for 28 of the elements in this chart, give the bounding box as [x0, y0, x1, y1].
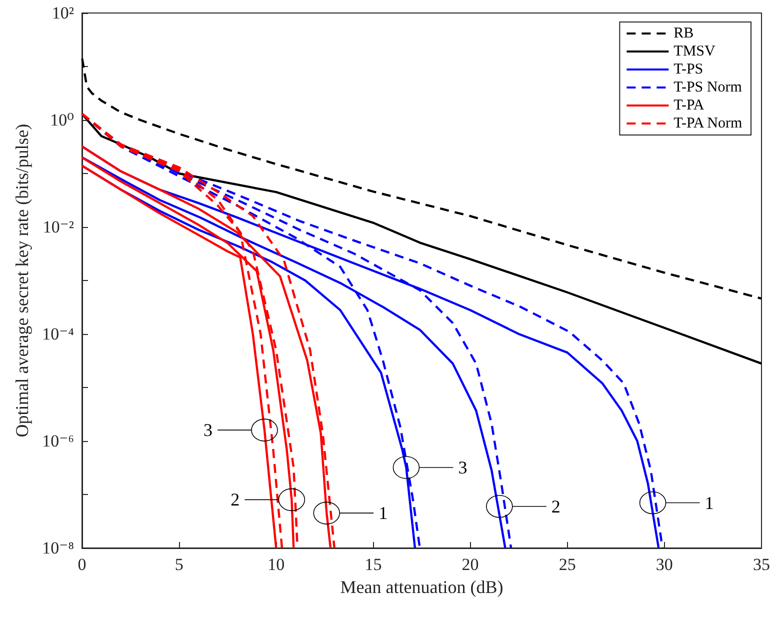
- legend-label: T-PA: [674, 98, 704, 114]
- y-tick-label: 10⁻⁸: [42, 538, 74, 558]
- legend-label: T-PS: [674, 62, 704, 78]
- x-axis-title: Mean attenuation (dB): [340, 577, 504, 597]
- x-tick-label: 10: [268, 555, 285, 574]
- legend-label: RB: [674, 26, 694, 42]
- legend-label: T-PA Norm: [674, 116, 743, 132]
- x-tick-label: 5: [174, 555, 184, 574]
- x-tick-label: 15: [364, 555, 382, 574]
- x-tick-label: 30: [656, 555, 673, 574]
- x-tick-label: 35: [753, 555, 770, 574]
- y-tick-label: 10⁻²: [42, 218, 74, 236]
- x-tick-label: 0: [78, 555, 86, 574]
- x-tick-label: 25: [558, 555, 576, 574]
- legend-label: T-PS Norm: [674, 80, 742, 96]
- annotation: 3: [203, 420, 212, 440]
- annotation: 2: [230, 490, 240, 510]
- annotation: 3: [458, 457, 468, 478]
- y-tick-label: 10⁻⁶: [42, 432, 74, 450]
- annotation: 1: [704, 492, 714, 513]
- annotation: 2: [551, 496, 560, 516]
- y-axis-title: Optimal average secret key rate (bits/pulse): [12, 124, 32, 438]
- y-tick-label: 10⁰: [50, 110, 74, 130]
- annotation: 1: [378, 503, 388, 524]
- legend-label: TMSV: [674, 44, 716, 60]
- y-tick-label: 10⁻⁴: [42, 324, 74, 344]
- y-tick-label: 10²: [52, 4, 74, 22]
- x-tick-label: 20: [462, 555, 479, 574]
